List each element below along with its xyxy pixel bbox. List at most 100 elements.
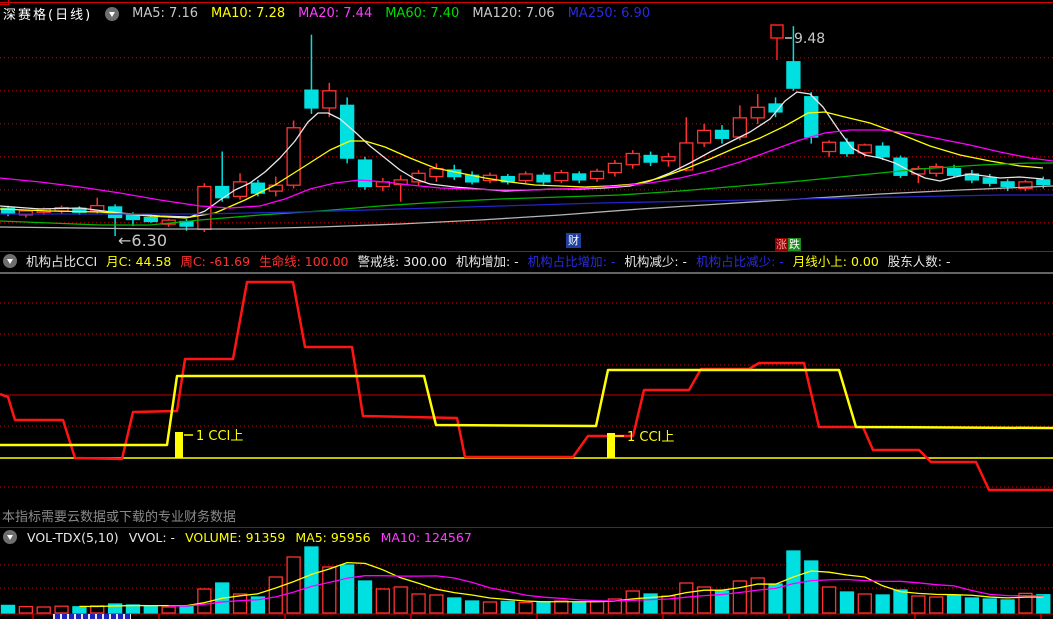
volume-bar-up [54,605,69,614]
candle-up [857,144,872,154]
volume-bar-down [893,589,908,614]
candle-down [304,89,319,109]
volume-bar-up [36,606,51,614]
ma250-label: MA250: 6.90 [567,6,651,21]
volume-bar-down [447,597,462,614]
cci-signal-bar [175,432,183,458]
candle-down [893,157,908,176]
volume-ma10-line [168,575,1044,607]
stock-title: 深赛格(日线) [3,8,93,23]
cci-panel-header: 机构占比CCI 月C: 44.58 周C: -61.69 生命线: 100.00… [3,252,951,269]
inst-ratio-decrease-value: 机构占比减少: - [696,254,784,269]
cci-series-周CCI [0,280,1053,492]
ma120-label: MA120: 7.06 [472,6,555,21]
week-cci-value: 周C: -61.69 [180,254,251,269]
volume-bar-up [929,596,944,614]
candle-down [536,174,551,183]
chevron-down-icon[interactable] [3,530,17,544]
volume-bar-up [375,588,391,614]
volume-bar-down [357,580,373,614]
shareholder-count-value: 股东人数: - [887,254,951,269]
candle-up [90,204,105,212]
volume-panel-header: VOL-TDX(5,10) VVOL: - VOLUME: 91359 MA5:… [3,529,472,545]
candle-up [18,210,34,216]
panel-divider-main-cci [0,251,1053,252]
volume-value: VOLUME: 91359 [185,529,286,545]
volume-bar-up [411,593,426,614]
ma-line-ma20 [0,129,1053,209]
main-candlestick-chart[interactable]: ←6.30 9.48 [0,24,1053,252]
zhangdie-badge[interactable]: 涨跌 [775,238,801,251]
monthly-line-value: 月线小上: 0.00 [792,254,879,269]
chevron-down-icon[interactable] [105,6,120,21]
candle-down [768,103,783,113]
month-cci-value: 月C: 44.58 [106,254,172,269]
cci-indicator-name: 机构占比CCI [26,254,98,269]
candle-down [875,145,890,158]
candle-up [268,184,283,192]
volume-chart[interactable] [0,545,1053,619]
candle-up [1018,181,1033,190]
ma20-label: MA20: 7.44 [298,6,373,21]
volume-bar-down [964,597,980,614]
vol-ma5-value: MA5: 95956 [295,529,371,545]
cci-signal-bar [607,433,615,458]
volume-bar-down [500,600,515,614]
volume-bar-down [107,603,123,614]
cci-signal-label: 1 CCI上 [196,429,243,444]
candle-up [821,141,837,153]
life-line-value: 生命线: 100.00 [259,254,349,269]
volume-bar-down [786,550,801,614]
volume-bar-down [1000,599,1015,614]
candle-down [946,168,962,176]
ma60-label: MA60: 7.40 [385,6,460,21]
candle-down [0,207,16,214]
volume-bar-down [875,594,890,614]
candle-up [625,152,640,166]
candle-up [554,171,569,182]
ma-line-ma120 [0,185,1053,230]
volume-ma5-line [79,561,1044,608]
candle-down [339,104,355,159]
volume-bar-up [589,600,605,614]
ma-line-ma10 [0,111,1044,219]
inst-decrease-value: 机构减少: - [624,254,688,269]
volume-bar-up [18,605,34,614]
ma10-label: MA10: 7.28 [211,6,286,21]
candle-down [839,141,855,155]
volume-bar-down [804,560,819,614]
volume-bar-down [250,596,266,614]
zhang-label: 涨 [775,238,788,251]
finance-report-badge[interactable]: 财 [566,233,581,248]
volume-bar-down [643,593,658,614]
volume-bar-up [857,593,872,614]
candle-up [322,90,337,109]
die-label: 跌 [788,238,801,251]
chevron-down-icon[interactable] [3,253,17,268]
volume-bar-up [911,595,926,614]
vvol-value: VVOL: - [128,529,176,545]
candle-up [697,129,712,144]
volume-bar-up [322,566,337,614]
volume-bar-down [536,601,551,614]
volume-bar-down [0,604,16,614]
ma-line-ma250 [0,194,1053,215]
inst-ratio-increase-value: 机构占比增加: - [527,254,616,269]
volume-bar-down [143,605,158,614]
volume-bar-down [72,606,87,614]
volume-bar-up [232,593,248,614]
candle-down [572,173,587,181]
volume-bar-down [572,601,587,614]
candle-down [143,216,158,223]
data-notice-text: 本指标需要云数据或下载的专业财务数据 [2,510,237,525]
volume-bar-up [732,580,747,614]
candle-up [607,162,623,174]
vol-ma10-value: MA10: 124567 [380,529,472,545]
volume-bar-down [464,600,480,614]
ma-line-ma60 [0,162,1053,226]
volume-bar-up [697,586,712,614]
volume-bar-up [750,577,765,614]
candle-down [804,96,819,138]
candle-up [589,170,605,180]
cci-indicator-chart[interactable]: 1 CCI上 1 CCI上 [0,270,1053,524]
